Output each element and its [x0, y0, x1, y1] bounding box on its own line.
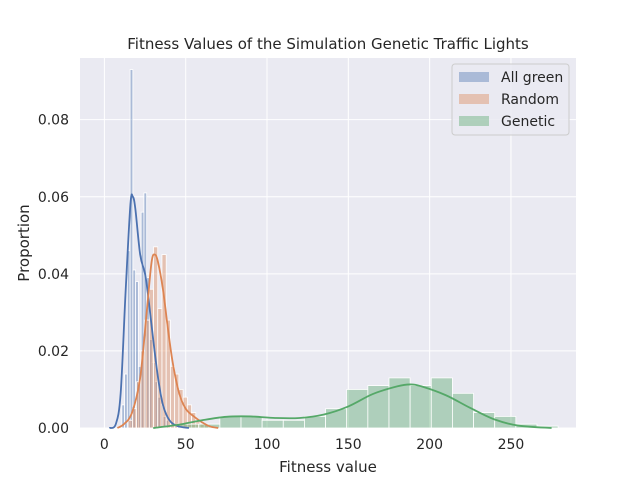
- bar-genetic: [282, 419, 305, 429]
- bar-random: [153, 246, 159, 429]
- x-axis-label: Fitness value: [279, 458, 377, 476]
- legend-swatch: [459, 94, 489, 104]
- x-tick-label: 0: [100, 437, 109, 453]
- legend-label: Genetic: [501, 114, 555, 130]
- x-tick-label: 100: [254, 437, 281, 453]
- bar-random: [170, 365, 176, 429]
- y-axis-label: Proportion: [15, 204, 33, 281]
- y-tick-label: 0.00: [38, 421, 69, 437]
- kde-curves: [108, 193, 552, 429]
- bar-genetic: [261, 419, 284, 429]
- bar-random: [144, 319, 150, 429]
- bar-genetic: [240, 416, 263, 429]
- x-tick-label: 150: [335, 437, 362, 453]
- legend-swatch: [459, 116, 489, 126]
- x-tick-label: 50: [177, 437, 195, 453]
- x-tick-label: 250: [498, 437, 525, 453]
- bar-random: [157, 308, 163, 429]
- kde-line-genetic: [153, 383, 552, 429]
- y-tick-label: 0.08: [38, 113, 69, 129]
- legend-label: Random: [501, 92, 559, 108]
- y-tick-label: 0.04: [38, 267, 69, 283]
- x-axis-ticks: 0 50 100 150 200 250: [100, 437, 524, 453]
- bar-genetic: [452, 392, 474, 429]
- y-axis-ticks: 0.00 0.02 0.04 0.06 0.08: [38, 113, 69, 437]
- bar-genetic: [430, 377, 453, 429]
- y-tick-label: 0.02: [38, 344, 69, 360]
- legend-box: [451, 63, 570, 136]
- bar-all-green: [126, 250, 131, 429]
- histogram-bars: [121, 69, 559, 429]
- legend: All green Random Genetic: [451, 63, 570, 136]
- x-tick-label: 200: [416, 437, 443, 453]
- chart-title: Fitness Values of the Simulation Genetic…: [127, 35, 529, 53]
- legend-swatch: [459, 72, 489, 82]
- kde-line-random: [116, 253, 219, 429]
- bar-genetic: [409, 385, 432, 429]
- kde-line-all-green: [108, 193, 190, 429]
- legend-label: All green: [501, 70, 563, 86]
- y-tick-label: 0.06: [38, 190, 69, 206]
- bar-genetic: [304, 416, 326, 429]
- bar-genetic: [346, 389, 369, 429]
- bar-all-green: [129, 69, 134, 429]
- bar-genetic: [219, 416, 242, 429]
- bar-random: [127, 419, 133, 429]
